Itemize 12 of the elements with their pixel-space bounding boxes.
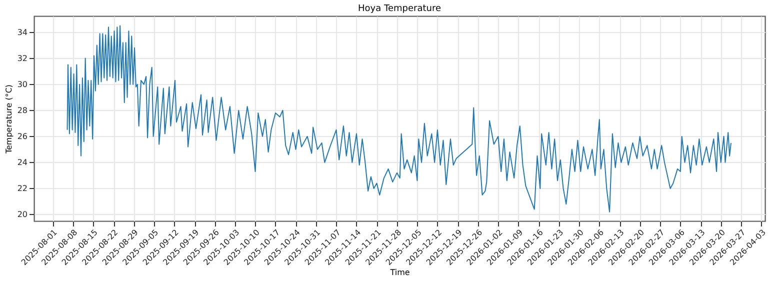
y-tick-label: 22 [17,184,28,193]
y-tick-label: 30 [17,80,28,89]
x-axis-title: Time [389,268,410,278]
y-tick-label: 34 [17,28,28,37]
line-series [66,25,732,212]
chart-title: Hoya Temperature [358,4,442,14]
y-axis-title: Temperature (°C) [4,84,14,155]
y-tick-label: 24 [17,158,28,167]
y-tick-label: 26 [17,132,28,141]
y-tick-label: 20 [17,210,28,219]
y-tick-label: 28 [17,106,28,115]
y-tick-label: 32 [17,54,28,63]
